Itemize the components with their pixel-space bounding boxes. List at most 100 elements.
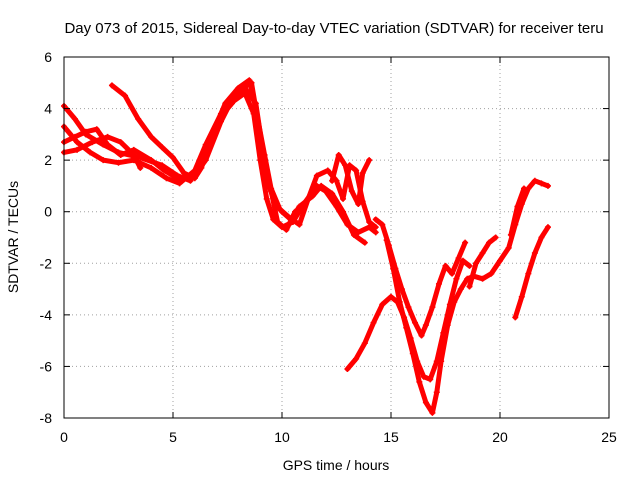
data-point	[514, 203, 521, 210]
data-point	[438, 358, 445, 365]
y-tick-label: -2	[40, 255, 53, 271]
data-point	[135, 115, 142, 122]
data-point	[361, 239, 368, 246]
data-point	[422, 399, 429, 406]
data-point	[93, 126, 100, 133]
data-point	[366, 219, 373, 226]
series-line	[61, 90, 379, 235]
data-point	[538, 234, 545, 241]
data-point	[159, 144, 166, 151]
data-point	[217, 113, 224, 120]
data-point	[538, 180, 545, 187]
data-point	[228, 100, 235, 107]
plot-frame	[63, 56, 610, 419]
data-point	[409, 350, 416, 357]
x-tick-label: 20	[492, 429, 508, 445]
data-point	[544, 182, 551, 189]
y-tick-label: -8	[40, 410, 53, 426]
data-point	[100, 157, 107, 164]
data-point	[355, 229, 362, 236]
series-line	[512, 224, 551, 320]
data-point	[170, 154, 176, 161]
data-point	[383, 237, 390, 244]
data-point	[296, 221, 303, 228]
data-point	[525, 270, 532, 277]
data-point	[520, 185, 527, 192]
series-4	[61, 133, 144, 171]
data-point	[418, 332, 425, 339]
data-point	[479, 275, 486, 282]
data-point	[87, 149, 94, 156]
data-point	[324, 167, 331, 174]
data-point	[108, 82, 115, 89]
data-point	[137, 164, 144, 171]
data-point	[222, 100, 229, 107]
y-tick-label: 0	[44, 204, 52, 220]
data-point	[353, 167, 360, 174]
series-line	[61, 85, 368, 246]
y-tick-label: 2	[44, 152, 52, 168]
data-point	[344, 221, 351, 228]
data-point	[507, 231, 514, 238]
data-point	[191, 175, 198, 182]
data-point	[531, 249, 538, 256]
data-point	[322, 188, 329, 195]
data-point	[429, 409, 436, 416]
data-point	[459, 257, 466, 264]
data-point	[416, 378, 423, 385]
series-10	[466, 234, 499, 290]
data-point	[248, 79, 255, 86]
data-point	[274, 219, 281, 226]
data-point	[372, 224, 379, 231]
grid	[64, 57, 609, 418]
data-point	[148, 164, 155, 171]
data-point	[488, 270, 495, 277]
data-point	[544, 224, 551, 231]
data-point	[497, 257, 503, 264]
data-point	[396, 298, 403, 305]
data-point	[361, 340, 368, 347]
series-12	[512, 224, 551, 321]
data-point	[305, 195, 312, 202]
data-point	[268, 188, 275, 195]
data-point	[420, 373, 427, 380]
x-tick-label: 25	[601, 429, 617, 445]
axis-ticks: 0 5 10 15 20 25 -8 -6 -4 -2 0 2 4 6	[40, 49, 617, 445]
data-point	[388, 293, 394, 300]
data-point	[292, 208, 299, 215]
data-point	[117, 139, 124, 146]
data-point	[117, 151, 124, 158]
data-point	[350, 231, 357, 238]
x-tick-label: 0	[60, 429, 68, 445]
series-5	[108, 79, 307, 233]
data-point	[427, 376, 434, 383]
series-6	[329, 151, 373, 207]
data-point	[89, 139, 96, 146]
data-point	[176, 180, 183, 187]
x-tick-label: 15	[383, 429, 399, 445]
data-point	[180, 170, 187, 177]
data-point	[148, 157, 155, 164]
data-point	[370, 319, 377, 326]
data-point	[276, 206, 283, 213]
data-point	[379, 301, 386, 308]
data-point	[344, 366, 351, 373]
data-point	[442, 262, 449, 269]
data-point	[398, 286, 405, 293]
data-point	[74, 139, 81, 146]
data-point	[313, 172, 320, 179]
data-point	[466, 283, 473, 290]
series-7	[372, 216, 469, 339]
data-point	[372, 229, 379, 236]
data-point	[74, 146, 81, 153]
data-point	[435, 280, 442, 287]
data-point	[479, 249, 486, 256]
data-point	[355, 200, 362, 207]
y-tick-label: -4	[40, 307, 53, 323]
series-line	[61, 77, 379, 230]
data-point	[104, 133, 111, 140]
series-9	[383, 177, 551, 416]
data-point	[333, 203, 340, 210]
series-8	[344, 257, 473, 383]
